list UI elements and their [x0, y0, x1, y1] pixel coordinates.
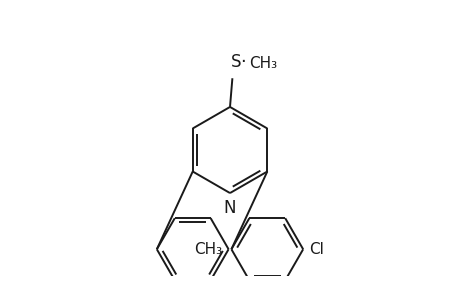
Text: CH₃: CH₃ — [194, 242, 222, 257]
Text: CH₃: CH₃ — [249, 56, 277, 71]
Text: S: S — [231, 53, 241, 71]
Text: N: N — [223, 199, 236, 217]
Text: Cl: Cl — [308, 242, 323, 257]
Text: ·: · — [240, 53, 246, 71]
